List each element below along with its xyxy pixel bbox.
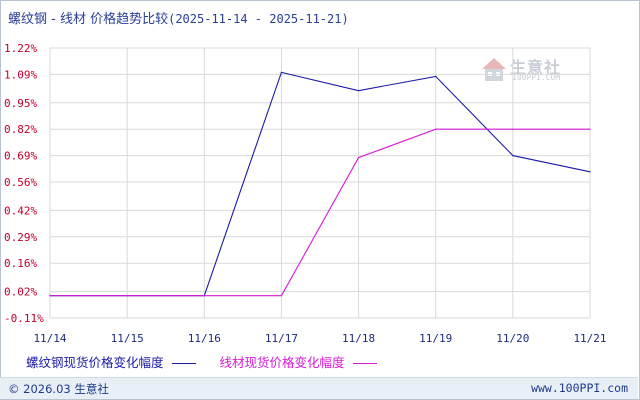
y-tick-label: 0.82% — [4, 123, 37, 136]
footer-bar: © 2026.03 生意社 www.100PPI.com — [0, 377, 638, 399]
y-tick-label: 0.29% — [4, 231, 37, 244]
x-tick-label: 11/18 — [342, 332, 375, 345]
series-point-1 — [435, 128, 437, 130]
legend-swatch-rebar — [171, 363, 196, 364]
chart-grid — [49, 47, 591, 319]
x-tick-label: 11/17 — [265, 332, 298, 345]
x-tick-label: 11/21 — [573, 332, 606, 345]
series-point-0 — [589, 171, 591, 173]
series-point-0 — [280, 71, 283, 73]
x-tick-label: 11/19 — [419, 332, 452, 345]
watermark-text: 生意社 — [510, 58, 562, 77]
series-point-1 — [280, 295, 283, 297]
watermark-logo: 生意社 100PPI.COM — [480, 54, 576, 84]
chart-title-range: (2025-11-14 - 2025-11-21) — [168, 12, 349, 26]
x-tick-label: 11/14 — [33, 332, 66, 345]
footer-site-link[interactable]: www.100PPI.com — [531, 381, 628, 395]
plot-area-border — [49, 47, 591, 319]
y-tick-label: 0.42% — [4, 204, 37, 217]
y-tick-label: 1.09% — [4, 68, 37, 81]
legend-swatch-wire — [352, 363, 377, 364]
x-tick-label: 11/20 — [496, 332, 529, 345]
series-point-1 — [589, 128, 591, 130]
legend-item-rebar: 螺纹钢现货价格变化幅度 — [26, 352, 202, 371]
legend-label-wire: 线材现货价格变化幅度 — [219, 355, 345, 370]
series-point-1 — [203, 295, 205, 297]
y-tick-label: 0.95% — [4, 97, 37, 110]
y-tick-label: 0.16% — [4, 257, 37, 270]
series-line-1 — [50, 128, 590, 297]
chart-title-main: 螺纹钢 - 线材 价格趋势比较 — [8, 12, 169, 27]
legend-item-wire: 线材现货价格变化幅度 — [220, 352, 383, 371]
series-point-1 — [49, 295, 51, 297]
series-point-1 — [512, 128, 514, 130]
series-point-0 — [357, 90, 360, 92]
x-axis-ticks: 11/14 11/15 11/16 11/17 11/18 11/19 11/20 11/21 — [33, 332, 606, 345]
watermark-url: 100PPI.COM — [512, 73, 561, 82]
chart-title: 螺纹钢 - 线材 价格趋势比较(2025-11-14 - 2025-11-21) — [8, 8, 349, 27]
y-axis-ticks: 1.22% 1.09% 0.95% 0.82% 0.69% 0.56% 0.42% 0.29%… — [4, 42, 44, 325]
chart-series — [49, 71, 591, 297]
chart-legend: 螺纹钢现货价格变化幅度 线材现货价格变化幅度 — [26, 352, 397, 371]
legend-label-rebar: 螺纹钢现货价格变化幅度 — [26, 355, 164, 370]
series-point-0 — [512, 154, 514, 157]
y-tick-label: 0.02% — [4, 286, 37, 299]
y-tick-label: 0.69% — [4, 150, 37, 163]
series-point-1 — [126, 295, 128, 297]
x-tick-label: 11/16 — [188, 332, 221, 345]
series-line-0 — [50, 71, 591, 297]
series-point-0 — [435, 75, 437, 78]
series-point-1 — [357, 157, 360, 159]
y-tick-label: -0.11% — [4, 312, 44, 325]
y-tick-label: 1.22% — [4, 42, 37, 55]
footer-copyright: © 2026.03 生意社 — [8, 382, 109, 396]
y-tick-label: 0.56% — [4, 176, 37, 189]
x-tick-label: 11/15 — [111, 332, 144, 345]
